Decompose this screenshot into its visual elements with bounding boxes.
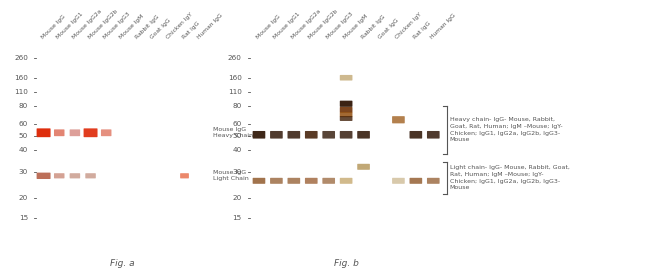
- Text: Mouse IgG: Mouse IgG: [255, 14, 281, 40]
- Text: Mouse IgG2a: Mouse IgG2a: [72, 8, 103, 40]
- FancyBboxPatch shape: [36, 128, 51, 137]
- FancyBboxPatch shape: [340, 75, 352, 81]
- FancyBboxPatch shape: [85, 173, 96, 178]
- Text: 260: 260: [227, 55, 242, 61]
- FancyBboxPatch shape: [270, 131, 283, 138]
- Text: Rabbit IgG: Rabbit IgG: [134, 14, 160, 40]
- Text: 30: 30: [232, 169, 242, 175]
- FancyBboxPatch shape: [253, 178, 265, 184]
- Text: 60: 60: [19, 121, 28, 127]
- Text: 50: 50: [232, 133, 242, 139]
- Text: 15: 15: [19, 215, 28, 221]
- Text: Light chain- IgG- Mouse, Rabbit, Goat,
Rat, Human; IgM –Mouse; IgY-
Chicken; IgG: Light chain- IgG- Mouse, Rabbit, Goat, R…: [450, 165, 569, 190]
- FancyBboxPatch shape: [322, 131, 335, 138]
- Text: 40: 40: [232, 147, 242, 153]
- Text: 260: 260: [14, 55, 28, 61]
- Text: Heavy chain- IgG- Mouse, Rabbit,
Goat, Rat, Human; IgM –Mouse; IgY-
Chicken; IgG: Heavy chain- IgG- Mouse, Rabbit, Goat, R…: [450, 117, 562, 142]
- FancyBboxPatch shape: [253, 131, 265, 138]
- Text: Chicken IgY: Chicken IgY: [165, 11, 194, 40]
- FancyBboxPatch shape: [180, 173, 189, 178]
- FancyBboxPatch shape: [322, 178, 335, 184]
- FancyBboxPatch shape: [358, 164, 370, 170]
- FancyBboxPatch shape: [392, 116, 405, 123]
- Text: 15: 15: [232, 215, 242, 221]
- FancyBboxPatch shape: [340, 101, 352, 107]
- FancyBboxPatch shape: [427, 178, 439, 184]
- FancyBboxPatch shape: [358, 131, 370, 138]
- Text: 80: 80: [19, 103, 28, 109]
- FancyBboxPatch shape: [340, 178, 352, 184]
- Text: 160: 160: [227, 75, 242, 81]
- FancyBboxPatch shape: [392, 178, 405, 184]
- Text: Mouse IgM: Mouse IgM: [343, 13, 369, 40]
- Text: Mouse IgG3: Mouse IgG3: [103, 11, 131, 40]
- FancyBboxPatch shape: [305, 131, 318, 138]
- FancyBboxPatch shape: [270, 178, 283, 184]
- Text: Human IgG: Human IgG: [197, 13, 224, 40]
- FancyBboxPatch shape: [427, 131, 439, 138]
- Text: Mouse IgG1: Mouse IgG1: [56, 11, 84, 40]
- Text: 160: 160: [14, 75, 28, 81]
- Text: 110: 110: [14, 89, 28, 95]
- Text: 80: 80: [232, 103, 242, 109]
- FancyBboxPatch shape: [410, 178, 422, 184]
- FancyBboxPatch shape: [287, 178, 300, 184]
- Text: 20: 20: [19, 195, 28, 201]
- Text: Mouse IgG2b: Mouse IgG2b: [307, 8, 339, 40]
- Text: Goat IgG: Goat IgG: [150, 18, 172, 40]
- Text: 40: 40: [19, 147, 28, 153]
- FancyBboxPatch shape: [287, 131, 300, 138]
- Text: Rabbit IgG: Rabbit IgG: [360, 14, 386, 40]
- Text: Mouse IgG
Heavy Chain: Mouse IgG Heavy Chain: [213, 127, 253, 138]
- FancyBboxPatch shape: [340, 107, 352, 113]
- Text: Mouse IgG
Light Chain: Mouse IgG Light Chain: [213, 170, 249, 182]
- FancyBboxPatch shape: [54, 129, 64, 136]
- Text: Rat IgG: Rat IgG: [412, 20, 432, 40]
- Text: 50: 50: [19, 133, 28, 139]
- FancyBboxPatch shape: [340, 112, 352, 117]
- Text: Human IgG: Human IgG: [430, 13, 457, 40]
- Text: Rat IgG: Rat IgG: [181, 20, 200, 40]
- Text: Mouse IgG2b: Mouse IgG2b: [87, 8, 118, 40]
- Text: 110: 110: [227, 89, 242, 95]
- Text: Mouse IgG: Mouse IgG: [40, 14, 66, 40]
- Text: Fig. b: Fig. b: [333, 259, 359, 267]
- Text: 30: 30: [19, 169, 28, 175]
- FancyBboxPatch shape: [70, 173, 80, 178]
- Text: Goat IgG: Goat IgG: [378, 18, 400, 40]
- FancyBboxPatch shape: [340, 131, 352, 138]
- Text: Chicken IgY: Chicken IgY: [395, 11, 423, 40]
- Text: 20: 20: [232, 195, 242, 201]
- FancyBboxPatch shape: [84, 128, 98, 137]
- FancyBboxPatch shape: [340, 116, 352, 121]
- FancyBboxPatch shape: [305, 178, 318, 184]
- FancyBboxPatch shape: [101, 129, 111, 136]
- Text: Mouse IgG2a: Mouse IgG2a: [291, 8, 322, 40]
- Text: Fig. a: Fig. a: [110, 259, 134, 267]
- FancyBboxPatch shape: [36, 173, 51, 179]
- Text: Mouse IgM: Mouse IgM: [118, 13, 145, 40]
- Text: 60: 60: [232, 121, 242, 127]
- FancyBboxPatch shape: [410, 131, 422, 138]
- FancyBboxPatch shape: [70, 129, 80, 136]
- Text: Mouse IgG3: Mouse IgG3: [325, 11, 354, 40]
- Text: Mouse IgG1: Mouse IgG1: [273, 11, 302, 40]
- FancyBboxPatch shape: [54, 173, 64, 178]
